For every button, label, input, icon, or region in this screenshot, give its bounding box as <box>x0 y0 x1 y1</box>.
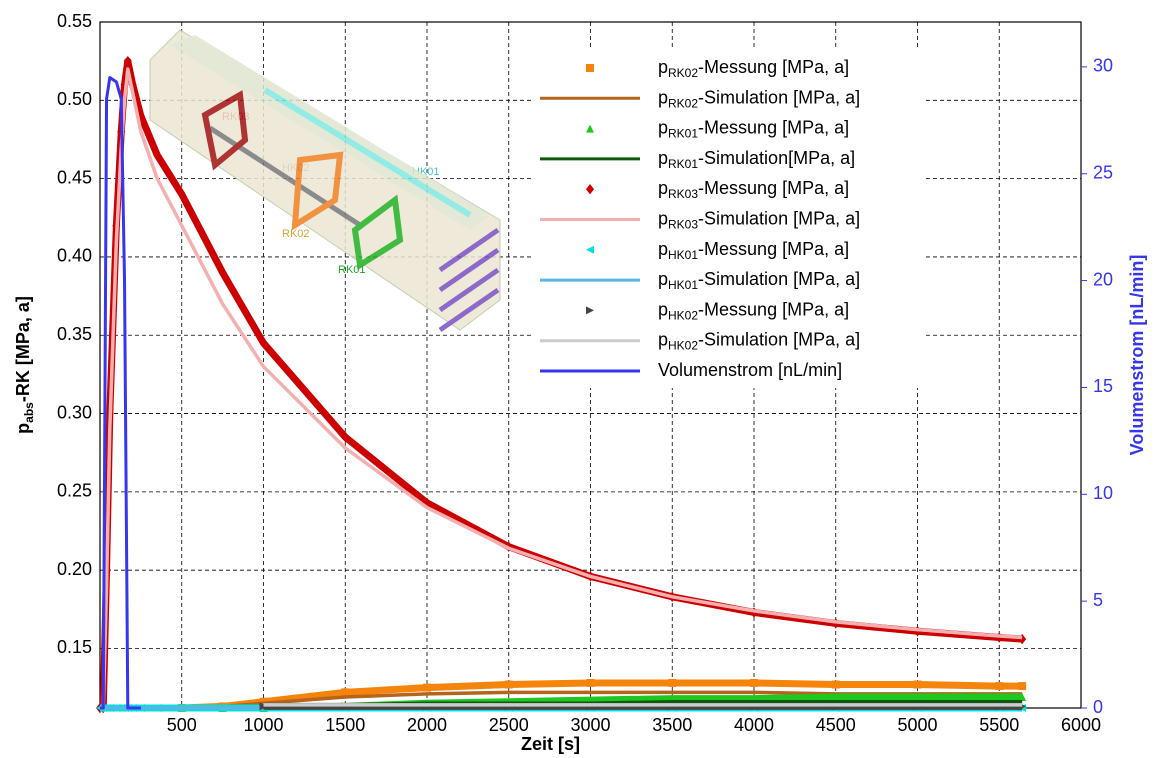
y2-tick-label: 30 <box>1093 56 1113 76</box>
y2-tick-label: 10 <box>1093 483 1113 503</box>
x-tick-label: 500 <box>167 715 197 735</box>
y2-tick-label: 20 <box>1093 269 1113 289</box>
data-point <box>123 55 132 67</box>
legend-label: pRK03-Simulation [MPa, a] <box>658 208 860 231</box>
x-tick-label: 6000 <box>1061 715 1101 735</box>
y-tick-label: 0.50 <box>57 89 92 109</box>
legend-marker <box>586 245 594 254</box>
legend-label: pRK01-Messung [MPa, a] <box>658 117 849 140</box>
x-tick-label: 2500 <box>489 715 529 735</box>
data-point <box>668 678 677 687</box>
data-point <box>341 431 350 443</box>
data-point <box>177 189 186 200</box>
data-point <box>153 149 162 161</box>
data-point <box>750 678 758 687</box>
inset-rk01 <box>351 194 404 270</box>
inset-stripes <box>438 227 500 333</box>
data-point <box>259 337 268 349</box>
data-point <box>831 693 840 702</box>
data-point <box>218 267 227 278</box>
series-line <box>100 76 141 710</box>
y-tick-label: 0.20 <box>57 559 92 579</box>
inset-label: RK02 <box>282 228 310 240</box>
x-tick-label: 4500 <box>816 715 856 735</box>
data-point <box>341 688 350 697</box>
legend-marker <box>586 124 594 133</box>
y-tick-label: 0.45 <box>57 167 92 187</box>
legend-label: pHK01-Simulation [MPa, a] <box>658 269 860 292</box>
inset-rk02 <box>291 151 344 231</box>
legend-label: Volumenstrom [nL/min] <box>658 360 842 380</box>
data-point <box>423 683 431 692</box>
series-line <box>100 67 1023 710</box>
y2-tick-label: 25 <box>1093 162 1113 182</box>
data-point <box>1018 693 1027 702</box>
x-tick-label: 1000 <box>243 715 283 735</box>
x-tick-label: 1500 <box>325 715 365 735</box>
inset-rk03 <box>201 90 249 171</box>
legend-label: pHK02-Simulation [MPa, a] <box>658 329 860 352</box>
x-tick-label: 3000 <box>570 715 610 735</box>
legend-marker <box>586 184 594 195</box>
legend-marker <box>586 306 594 315</box>
x-tick-label: 3500 <box>652 715 692 735</box>
data-point <box>995 682 1004 691</box>
legend-label: pRK02-Simulation [MPa, a] <box>658 87 860 110</box>
legend-label: pHK01-Messung [MPa, a] <box>658 239 849 262</box>
data-point <box>831 680 840 689</box>
y-tick-label: 0.25 <box>57 481 92 501</box>
legend-label: pRK03-Messung [MPa, a] <box>658 178 849 201</box>
data-point <box>913 680 922 689</box>
legend-label: pHK02-Messung [MPa, a] <box>658 299 849 322</box>
y-tick-label: 0.55 <box>57 11 92 31</box>
legend-label: pRK02-Messung [MPa, a] <box>658 57 849 80</box>
legend-marker <box>586 64 594 72</box>
y2-tick-label: 15 <box>1093 376 1113 396</box>
data-point <box>913 693 922 702</box>
y-axis-label: pabs-RK [MPa, a] <box>13 296 36 434</box>
x-tick-label: 2000 <box>407 715 447 735</box>
data-point <box>995 693 1004 702</box>
y2-tick-label: 5 <box>1093 590 1103 610</box>
inset-body <box>149 29 501 331</box>
data-point <box>586 678 595 687</box>
inset-hk02 <box>208 125 362 228</box>
data-point <box>504 680 513 689</box>
x-tick-label: 5500 <box>979 715 1019 735</box>
y2-axis-label: Volumenstrom [nL/min] <box>1127 255 1147 456</box>
y-tick-label: 0.35 <box>57 324 92 344</box>
y-tick-label: 0.30 <box>57 402 92 422</box>
inset-hk01 <box>263 87 472 218</box>
inset-illustration <box>149 29 501 333</box>
x-axis-label: Zeit [s] <box>521 734 580 754</box>
legend-label: pRK01-Simulation[MPa, a] <box>658 148 855 171</box>
x-tick-label: 4000 <box>734 715 774 735</box>
data-point <box>1018 682 1027 691</box>
x-tick-label: 5000 <box>897 715 937 735</box>
y-tick-label: 0.15 <box>57 637 92 657</box>
y2-tick-label: 0 <box>1093 697 1103 717</box>
y-tick-label: 0.40 <box>57 246 92 266</box>
